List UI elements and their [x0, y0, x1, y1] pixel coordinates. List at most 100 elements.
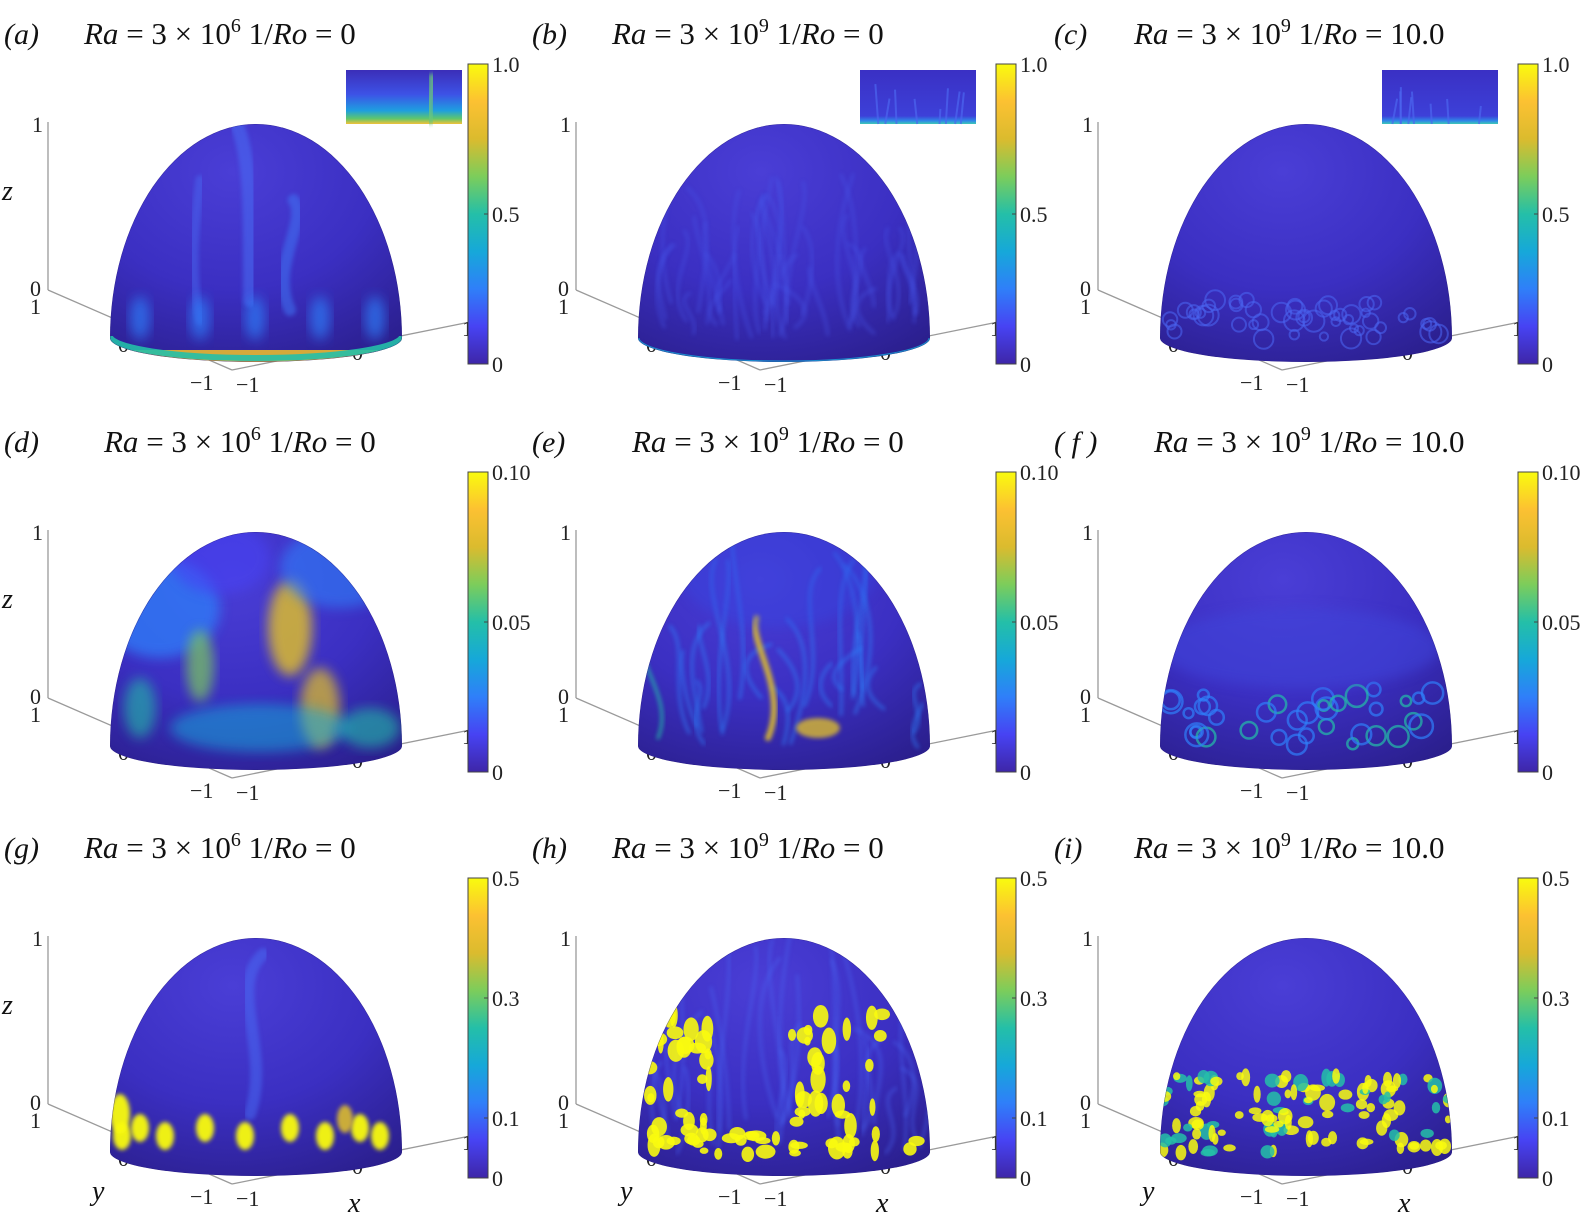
inset-cross-section: [346, 70, 462, 125]
colorbar-tick-label: 0.5: [1542, 202, 1570, 227]
colorbar: 0 0.5 1.0: [467, 52, 520, 377]
panel-label: ( f ): [1054, 426, 1097, 459]
colorbar-gradient: [468, 472, 488, 772]
ra-exponent: 9: [779, 423, 789, 445]
y-tick: 1: [30, 1108, 41, 1133]
panel-title: Ra = 3 × 109 1/Ro = 10.0: [1153, 423, 1464, 459]
colorbar-tick-label: 1.0: [492, 52, 520, 77]
z-axis-label: z: [1, 176, 13, 207]
ten: 10: [200, 16, 231, 51]
equals-sign: =: [835, 830, 868, 865]
colorbar-tick-label: 0: [492, 352, 503, 377]
panel-a: (a)Ra = 3 × 106 1/Ro = 00110−1−101z00.51…: [1, 15, 520, 397]
panel-label: (c): [1054, 18, 1087, 51]
ra-mantissa: 3: [1201, 16, 1217, 51]
equals-sign: =: [118, 830, 151, 865]
y-tick: −1: [718, 1184, 741, 1209]
z-tick: 0: [558, 1090, 569, 1115]
ro-symbol: Ro: [800, 830, 835, 865]
colorbar-tick-label: 0.05: [1020, 610, 1059, 635]
y-axis-label: y: [89, 1176, 105, 1207]
colorbar-tick-label: 0.1: [1542, 1106, 1570, 1131]
panel-title: Ra = 3 × 106 1/Ro = 0: [83, 15, 356, 51]
colorbar-tick-label: 0: [1542, 760, 1553, 785]
colorbar-gradient: [1518, 472, 1538, 772]
hemisphere-field: [638, 124, 930, 362]
z-tick: 1: [1082, 520, 1093, 545]
panel-title: Ra = 3 × 106 1/Ro = 0: [83, 829, 356, 865]
colorbar-gradient: [1518, 64, 1538, 364]
ro-value: 10.0: [1410, 424, 1464, 459]
times-sign: ×: [695, 16, 728, 51]
z-axis-label: z: [1, 584, 13, 615]
ra-mantissa: 3: [699, 424, 715, 459]
ra-symbol: Ra: [1153, 424, 1188, 459]
panel-label: (g): [4, 832, 39, 865]
colorbar-tick-label: 0.3: [492, 986, 520, 1011]
ro-value: 0: [868, 16, 884, 51]
ten: 10: [728, 16, 759, 51]
colorbar: 0 0.5 1.0: [995, 52, 1048, 377]
y-tick: 1: [558, 702, 569, 727]
colorbar-tick-label: 1.0: [1542, 52, 1570, 77]
colorbar-tick-label: 0.3: [1542, 986, 1570, 1011]
z-tick: 0: [30, 1090, 41, 1115]
ra-symbol: Ra: [1133, 830, 1168, 865]
ro-value: 0: [868, 830, 884, 865]
colorbar-tick-label: 0.1: [492, 1106, 520, 1131]
ro-prefix: 1/: [261, 424, 293, 459]
x-axis-label: x: [1397, 1188, 1411, 1219]
colorbar-tick-label: 0.10: [1542, 460, 1581, 485]
x-tick: −1: [1286, 372, 1309, 397]
ten: 10: [1250, 16, 1281, 51]
panel-label: (i): [1054, 832, 1082, 865]
colorbar-tick-label: 0.5: [1542, 866, 1570, 891]
colorbar-tick-label: 0.05: [1542, 610, 1581, 635]
panel-label: (a): [4, 18, 39, 51]
ra-mantissa: 3: [151, 830, 167, 865]
times-sign: ×: [167, 830, 200, 865]
panel-label: (e): [532, 426, 565, 459]
x-axis-label: x: [347, 1188, 361, 1219]
ra-exponent: 9: [759, 829, 769, 851]
y-tick: −1: [1240, 370, 1263, 395]
z-tick: 1: [1082, 112, 1093, 137]
ten: 10: [1270, 424, 1301, 459]
panel-title: Ra = 3 × 109 1/Ro = 10.0: [1133, 829, 1444, 865]
colorbar-tick-label: 0: [492, 1166, 503, 1191]
times-sign: ×: [1237, 424, 1270, 459]
y-tick: 1: [558, 1108, 569, 1133]
panel-c: (c)Ra = 3 × 109 1/Ro = 10.00110−1−10100.…: [1054, 15, 1570, 397]
y-tick: −1: [718, 370, 741, 395]
ra-symbol: Ra: [631, 424, 666, 459]
z-tick: 1: [1082, 926, 1093, 951]
panel-title: Ra = 3 × 109 1/Ro = 0: [631, 423, 904, 459]
panel-label: (d): [4, 426, 39, 459]
colorbar-tick-label: 0.10: [1020, 460, 1059, 485]
colorbar: 0 0.1 0.3 0.5: [995, 866, 1048, 1191]
z-tick: 0: [30, 276, 41, 301]
z-tick: 0: [1080, 684, 1091, 709]
panel-label: (h): [532, 832, 567, 865]
times-sign: ×: [715, 424, 748, 459]
x-tick: −1: [236, 780, 259, 805]
y-tick: −1: [1240, 1184, 1263, 1209]
ro-value: 0: [360, 424, 376, 459]
y-tick: 1: [1080, 702, 1091, 727]
x-tick: −1: [764, 1186, 787, 1211]
hemisphere-field: [1160, 938, 1452, 1176]
equals-sign: =: [666, 424, 699, 459]
ra-exponent: 6: [251, 423, 261, 445]
y-tick: 1: [1080, 1108, 1091, 1133]
ro-prefix: 1/: [241, 16, 273, 51]
ra-exponent: 9: [759, 15, 769, 37]
times-sign: ×: [1217, 830, 1250, 865]
y-tick: 1: [30, 294, 41, 319]
colorbar: 0 0.05 0.10: [467, 460, 531, 785]
colorbar-tick-label: 0.3: [1020, 986, 1048, 1011]
colorbar-tick-label: 0.5: [1020, 866, 1048, 891]
ro-symbol: Ro: [820, 424, 855, 459]
colorbar-gradient: [996, 64, 1016, 364]
ten: 10: [200, 830, 231, 865]
ra-exponent: 9: [1281, 15, 1291, 37]
